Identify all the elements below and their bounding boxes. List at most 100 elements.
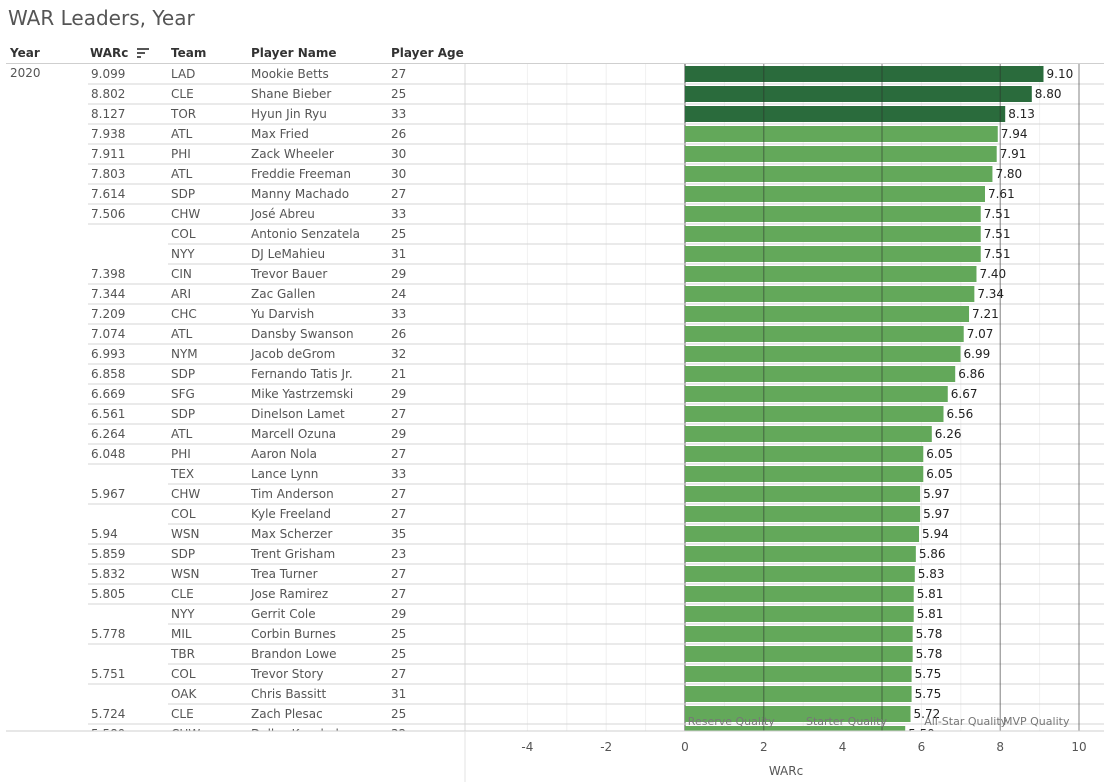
sort-descending-icon[interactable]	[137, 48, 149, 59]
war-bar[interactable]	[685, 306, 970, 322]
player-name-cell: Freddie Freeman	[251, 167, 351, 181]
team-cell: SDP	[171, 547, 195, 561]
bar-value-label: 7.91	[1000, 147, 1027, 161]
player-name-cell: Max Fried	[251, 127, 309, 141]
war-bar[interactable]	[685, 666, 912, 682]
header-warc[interactable]: WARc	[90, 46, 129, 60]
war-bar[interactable]	[685, 286, 975, 302]
war-bar[interactable]	[685, 246, 981, 262]
bar-value-label: 5.86	[919, 547, 946, 561]
war-bar[interactable]	[685, 166, 993, 182]
player-name-cell: DJ LeMahieu	[251, 247, 325, 261]
war-bar[interactable]	[685, 546, 916, 562]
war-bar[interactable]	[685, 506, 921, 522]
player-name-cell: Manny Machado	[251, 187, 349, 201]
chart-title: WAR Leaders, Year	[8, 6, 195, 30]
bar-value-label: 5.78	[916, 627, 943, 641]
player-name-cell: Jose Ramirez	[250, 587, 328, 601]
warc-cell: 7.344	[91, 287, 125, 301]
bar-value-label: 6.26	[935, 427, 962, 441]
warc-cell: 8.802	[91, 87, 125, 101]
bar-value-label: 6.56	[947, 407, 974, 421]
bar-value-label: 7.94	[1001, 127, 1028, 141]
player-name-cell: Mike Yastrzemski	[251, 387, 353, 401]
player-age-cell: 27	[391, 507, 406, 521]
war-bar[interactable]	[685, 386, 948, 402]
player-age-cell: 25	[391, 707, 406, 721]
year-cell: 2020	[10, 66, 41, 80]
team-cell: ARI	[171, 287, 191, 301]
player-age-cell: 31	[391, 687, 406, 701]
header-year[interactable]: Year	[10, 46, 40, 60]
team-cell: CIN	[171, 267, 192, 281]
war-bar[interactable]	[685, 406, 944, 422]
warc-cell: 5.751	[91, 667, 125, 681]
war-bar[interactable]	[685, 126, 998, 142]
war-bar[interactable]	[685, 606, 914, 622]
warc-cell: 9.099	[91, 67, 125, 81]
war-bar[interactable]	[685, 66, 1044, 82]
war-bar[interactable]	[685, 346, 961, 362]
player-age-cell: 31	[391, 247, 406, 261]
warc-cell: 7.911	[91, 147, 125, 161]
reference-line-label: Starter Quality	[806, 715, 887, 728]
reference-line-label: Reserve Quality	[688, 715, 776, 728]
warc-cell: 7.398	[91, 267, 125, 281]
player-age-cell: 32	[391, 347, 406, 361]
war-bar[interactable]	[685, 586, 914, 602]
bar-value-label: 7.51	[984, 247, 1011, 261]
war-bar[interactable]	[685, 646, 913, 662]
bar-value-label: 6.86	[958, 367, 985, 381]
warc-cell: 5.778	[91, 627, 125, 641]
war-bar[interactable]	[685, 466, 924, 482]
war-bar[interactable]	[685, 86, 1032, 102]
player-name-cell: Jacob deGrom	[250, 347, 335, 361]
war-bar[interactable]	[685, 366, 956, 382]
x-axis-title: WARc	[769, 764, 803, 778]
player-age-cell: 26	[391, 327, 406, 341]
war-bar[interactable]	[685, 446, 924, 462]
header-team[interactable]: Team	[171, 46, 207, 60]
bar-value-label: 7.80	[995, 167, 1022, 181]
player-age-cell: 23	[391, 547, 406, 561]
x-tick-label: 2	[760, 740, 768, 754]
warc-cell: 6.048	[91, 447, 125, 461]
war-bar[interactable]	[685, 186, 985, 202]
team-cell: ATL	[171, 127, 193, 141]
war-bar[interactable]	[685, 706, 911, 722]
header-player-name[interactable]: Player Name	[251, 46, 337, 60]
war-bar[interactable]	[685, 266, 977, 282]
player-age-cell: 25	[391, 87, 406, 101]
war-bar[interactable]	[685, 106, 1006, 122]
war-bar[interactable]	[685, 526, 920, 542]
player-name-cell: Lance Lynn	[251, 467, 318, 481]
war-bar[interactable]	[685, 726, 906, 742]
player-age-cell: 25	[391, 647, 406, 661]
warc-cell: 6.858	[91, 367, 125, 381]
team-cell: CHC	[171, 307, 197, 321]
war-bar[interactable]	[685, 146, 997, 162]
war-bar[interactable]	[685, 226, 981, 242]
player-name-cell: Marcell Ozuna	[251, 427, 336, 441]
x-tick-label: -4	[521, 740, 533, 754]
team-cell: ATL	[171, 427, 193, 441]
team-cell: WSN	[171, 567, 199, 581]
player-name-cell: Dinelson Lamet	[251, 407, 345, 421]
team-cell: SDP	[171, 407, 195, 421]
war-bar[interactable]	[685, 206, 981, 222]
bar-value-label: 5.97	[923, 507, 950, 521]
war-bar[interactable]	[685, 686, 912, 702]
warc-cell: 7.614	[91, 187, 125, 201]
warc-cell: 5.859	[91, 547, 125, 561]
war-bar[interactable]	[685, 326, 964, 342]
war-bar[interactable]	[685, 566, 915, 582]
player-name-cell: Chris Bassitt	[251, 687, 326, 701]
war-bar[interactable]	[685, 626, 913, 642]
player-age-cell: 26	[391, 127, 406, 141]
header-player-age[interactable]: Player Age	[391, 46, 464, 60]
war-bar[interactable]	[685, 426, 932, 442]
team-cell: PHI	[171, 147, 191, 161]
team-cell: TEX	[170, 467, 194, 481]
bar-value-label: 5.83	[918, 567, 945, 581]
war-bar[interactable]	[685, 486, 921, 502]
